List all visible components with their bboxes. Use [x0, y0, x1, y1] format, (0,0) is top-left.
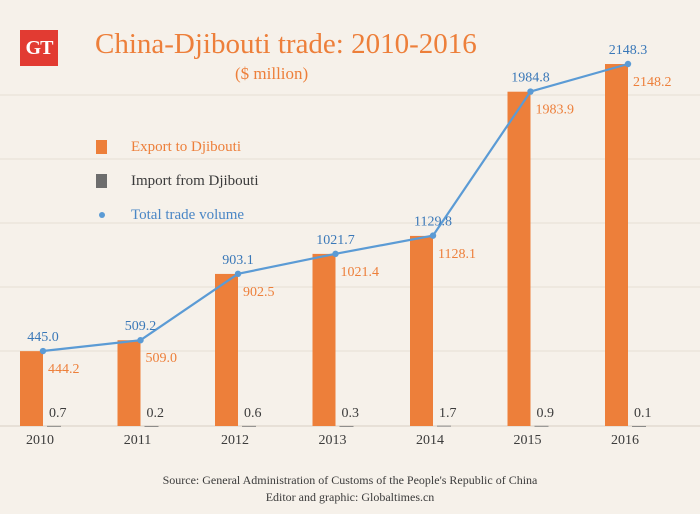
legend: Export to Djibouti Import from Djibouti …: [96, 130, 259, 232]
chart-subtitle: ($ million): [235, 64, 309, 83]
import-label-2013: 0.3: [342, 406, 360, 421]
import-bar-2014: [437, 425, 451, 427]
export-label-2010: 444.2: [48, 362, 80, 377]
export-label-2013: 1021.4: [341, 265, 380, 280]
import-bar-2013: [339, 425, 354, 427]
legend-item-export: Export to Djibouti: [96, 130, 259, 164]
export-bar-2012: [215, 273, 238, 426]
x-tick-2010: 2010: [26, 433, 54, 448]
x-tick-2012: 2012: [221, 433, 249, 448]
x-tick-2014: 2014: [416, 433, 444, 448]
total-label-2010: 445.0: [27, 330, 59, 345]
export-bar-2013: [312, 253, 336, 426]
legend-swatch-import: [96, 174, 107, 188]
export-bar-2010: [20, 351, 43, 426]
total-label-2014: 1129.8: [414, 215, 452, 230]
source-note: Source: General Administration of Custom…: [162, 473, 538, 487]
export-bar-2014: [410, 235, 433, 426]
total-label-2011: 509.2: [125, 319, 157, 334]
import-bar-2015: [534, 425, 549, 427]
import-bar-2010: [47, 425, 61, 427]
legend-dot-total: [99, 212, 105, 218]
chart-title: China-Djibouti trade: 2010-2016: [95, 28, 477, 60]
total-point-2014: [429, 232, 437, 239]
legend-swatch-export: [96, 140, 107, 154]
x-tick-2015: 2015: [514, 433, 542, 448]
legend-label-import: Import from Djibouti: [131, 172, 259, 189]
export-bar-2016: [605, 64, 628, 427]
legend-item-import: Import from Djibouti: [96, 164, 259, 198]
value-labels: 444.2 0.7 509.0 0.2 902.5 0.6 1021.4 0.3 1128.1 1…: [27, 43, 671, 421]
total-point-2010: [39, 347, 47, 355]
import-label-2011: 0.2: [147, 406, 165, 421]
x-tick-2013: 2013: [319, 433, 347, 448]
total-label-2013: 1021.7: [316, 233, 355, 248]
import-label-2016: 0.1: [634, 406, 652, 421]
export-label-2014: 1128.1: [438, 247, 476, 262]
export-label-2015: 1983.9: [536, 103, 575, 118]
total-label-2012: 903.1: [222, 253, 254, 268]
total-label-2016: 2148.3: [609, 43, 648, 58]
legend-item-total: Total trade volume: [96, 198, 259, 232]
gt-logo: GT: [20, 30, 58, 66]
import-bar-2012: [242, 425, 256, 427]
total-point-2012: [234, 270, 242, 278]
total-point-2013: [332, 250, 339, 258]
export-bar-2011: [117, 340, 141, 426]
x-axis-ticks: 2010 2011 2012 2013 2014 2015 2016: [26, 433, 639, 448]
import-bars: [47, 425, 646, 427]
total-point-2011: [137, 336, 144, 344]
import-label-2012: 0.6: [244, 406, 262, 421]
import-label-2015: 0.9: [537, 406, 555, 421]
export-label-2012: 902.5: [243, 285, 275, 300]
total-point-2015: [527, 88, 534, 95]
total-point-2016: [624, 60, 632, 68]
import-label-2010: 0.7: [49, 406, 67, 421]
export-bar-2015: [507, 91, 531, 427]
total-label-2015: 1984.8: [511, 71, 550, 86]
import-bar-2011: [144, 425, 159, 427]
export-label-2011: 509.0: [146, 351, 178, 366]
x-tick-2011: 2011: [124, 433, 151, 448]
total-line: [39, 60, 632, 355]
credit-note: Editor and graphic: Globaltimes.cn: [265, 490, 435, 504]
export-bars: [20, 64, 628, 427]
legend-label-total: Total trade volume: [131, 206, 245, 223]
export-label-2016: 2148.2: [633, 75, 672, 90]
legend-label-export: Export to Djibouti: [131, 138, 241, 155]
import-bar-2016: [632, 425, 646, 427]
import-label-2014: 1.7: [439, 406, 457, 421]
x-tick-2016: 2016: [611, 433, 639, 448]
